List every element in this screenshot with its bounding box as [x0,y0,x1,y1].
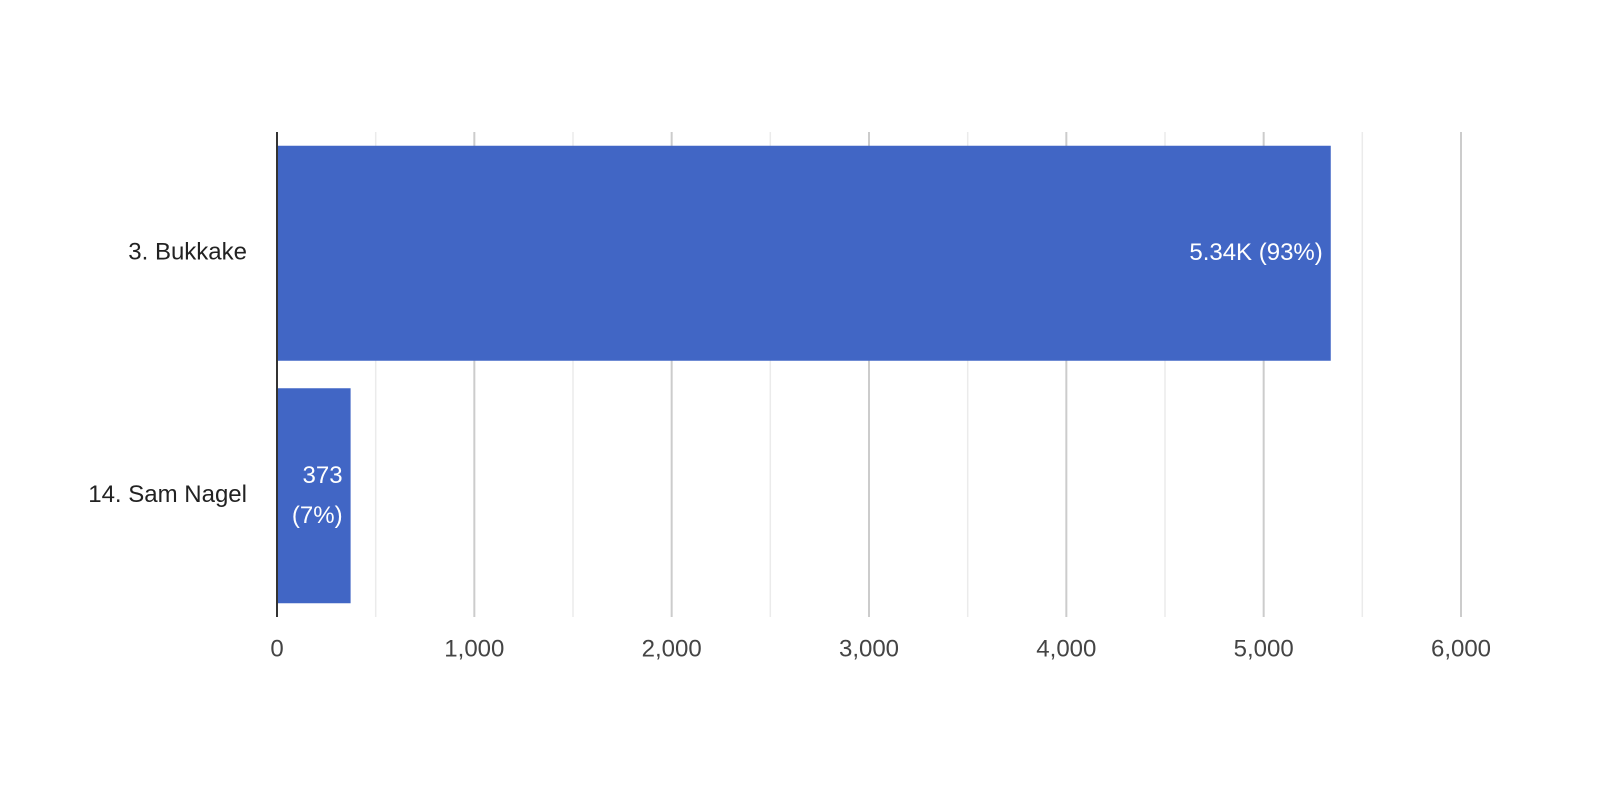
y-tick-label: 14. Sam Nagel [88,481,247,508]
x-tick-label: 2,000 [642,635,702,662]
x-tick-label: 3,000 [839,635,899,662]
x-tick-label: 5,000 [1234,635,1294,662]
x-tick-label: 1,000 [444,635,504,662]
value-label: 5.34K (93%) [1189,239,1323,267]
bar [277,388,351,604]
value-label: 373 (7%) [291,461,343,529]
bar [277,145,1331,361]
x-tick-label: 6,000 [1431,635,1491,662]
x-tick-label: 4,000 [1036,635,1096,662]
x-tick-label: 0 [270,635,283,662]
y-tick-label: 3. Bukkake [128,239,247,266]
